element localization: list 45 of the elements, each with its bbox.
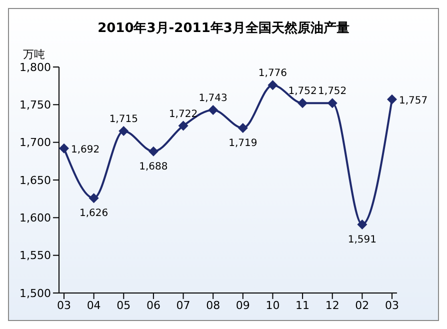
data-label: 1,757 <box>399 95 428 106</box>
x-tick-label: 04 <box>86 298 101 312</box>
point <box>238 123 248 134</box>
data-label: 1,743 <box>198 92 228 104</box>
data-label: 1,776 <box>258 68 288 80</box>
data-label: 1,591 <box>348 234 376 246</box>
chart-title: 2010年3月-2011年3月全国天然原油产量 <box>96 20 350 37</box>
data-label: 1,719 <box>228 138 258 150</box>
x-tick-label: 08 <box>206 298 220 312</box>
y-tick-label: 1,800 <box>20 60 51 74</box>
point <box>178 120 188 131</box>
x-tick-label: 02 <box>355 298 370 312</box>
data-label: 1,752 <box>318 86 347 98</box>
point <box>208 104 218 115</box>
point <box>148 146 158 156</box>
y-tick-label: 1,650 <box>20 174 51 187</box>
point <box>357 219 368 230</box>
x-tick-label: 03 <box>57 298 71 312</box>
point <box>387 94 397 104</box>
y-axis-title: 万吨 <box>23 47 45 62</box>
point <box>59 143 69 154</box>
point <box>88 193 99 204</box>
y-tick-label: 1,750 <box>20 98 51 112</box>
data-label: 1,715 <box>109 114 138 126</box>
point <box>268 80 278 90</box>
point <box>118 126 129 136</box>
y-tick-label: 1,550 <box>20 249 51 262</box>
point <box>298 98 308 108</box>
data-label: 1,752 <box>288 86 317 98</box>
y-tick-label: 1,600 <box>20 212 51 225</box>
x-tick-label: 07 <box>176 298 190 312</box>
data-label: 1,692 <box>71 144 100 156</box>
data-label: 1,626 <box>80 208 108 220</box>
x-tick-label: 12 <box>325 298 340 312</box>
x-tick-label: 03 <box>385 298 399 312</box>
data-label: 1,722 <box>168 108 198 120</box>
x-tick-label: 05 <box>116 298 131 312</box>
point <box>327 98 338 108</box>
x-tick-label: 06 <box>146 298 160 312</box>
y-tick-label: 1,500 <box>20 286 51 300</box>
x-tick-label: 11 <box>296 298 310 312</box>
x-tick-label: 09 <box>236 298 250 312</box>
y-tick-label: 1,700 <box>20 136 51 150</box>
x-tick-label: 10 <box>266 298 280 312</box>
data-label: 1,688 <box>139 161 168 172</box>
